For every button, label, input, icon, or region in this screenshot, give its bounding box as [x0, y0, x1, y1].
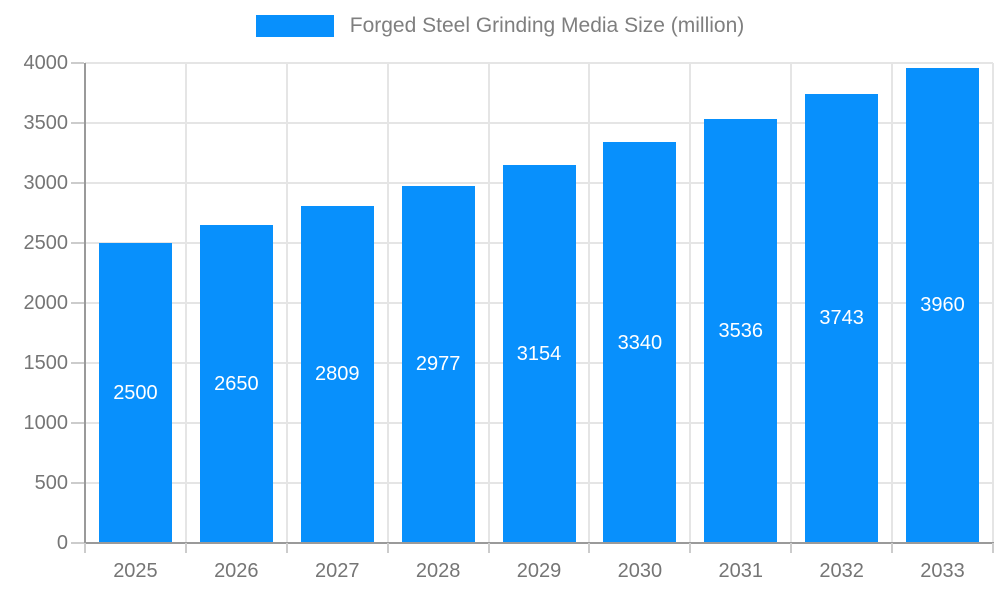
grid-line-vertical — [184, 63, 187, 543]
legend-swatch[interactable] — [255, 15, 334, 37]
y-tick-label: 0 — [56, 532, 68, 554]
y-tick-label: 500 — [34, 472, 68, 494]
bar-2031[interactable]: 3536 — [704, 118, 778, 543]
grid-line-vertical — [790, 63, 793, 543]
bar-2029[interactable]: 3154 — [502, 164, 576, 543]
bar-2030[interactable]: 3340 — [603, 142, 677, 543]
grid-line-vertical — [285, 63, 288, 543]
legend-label: Forged Steel Grinding Media Size (millio… — [349, 14, 745, 37]
grid-line-horizontal — [85, 62, 993, 64]
bar-value-label: 2650 — [214, 373, 259, 395]
grid-line-vertical — [588, 63, 591, 543]
x-axis-tick — [790, 543, 793, 553]
bar-2033[interactable]: 3960 — [906, 67, 980, 543]
bar-value-label: 2500 — [113, 382, 158, 404]
y-axis-tick — [71, 422, 84, 424]
grid-line-vertical — [386, 63, 389, 543]
bar-value-label: 3743 — [819, 307, 864, 330]
x-tick-label: 2030 — [617, 560, 663, 582]
y-tick-label: 1500 — [23, 352, 69, 374]
bar-value-label: 2809 — [314, 363, 360, 386]
x-axis-tick — [992, 543, 994, 553]
x-tick-label: 2028 — [415, 560, 461, 582]
bar-2032[interactable]: 3743 — [805, 93, 879, 543]
x-axis-line — [84, 542, 994, 544]
x-axis-tick — [386, 543, 389, 553]
grid-line-vertical — [689, 63, 692, 543]
y-axis-tick — [71, 362, 84, 364]
x-tick-label: 2027 — [314, 560, 360, 582]
x-tick-label: 2025 — [113, 560, 158, 582]
y-axis-tick — [71, 302, 84, 304]
y-tick-label: 4000 — [23, 52, 69, 74]
y-axis-tick — [71, 482, 84, 484]
bar-value-label: 3536 — [718, 319, 764, 342]
y-tick-label: 2500 — [23, 232, 69, 254]
x-axis-tick — [588, 543, 591, 553]
x-tick-label: 2033 — [920, 560, 965, 582]
bar-value-label: 3960 — [920, 294, 965, 317]
grid-line-vertical — [992, 63, 994, 543]
y-axis-line — [84, 63, 86, 545]
x-axis-tick — [891, 543, 894, 553]
legend[interactable]: Forged Steel Grinding Media Size (millio… — [0, 14, 1000, 38]
bar-2026[interactable]: 2650 — [199, 225, 273, 543]
y-axis-tick — [71, 62, 84, 64]
y-axis-tick — [71, 122, 84, 124]
y-tick-label: 1000 — [23, 412, 69, 434]
y-axis-tick — [71, 542, 84, 544]
bar-value-label: 3340 — [617, 331, 663, 354]
x-axis-tick — [285, 543, 288, 553]
x-axis-tick — [689, 543, 692, 553]
x-tick-label: 2029 — [516, 560, 562, 582]
grid-line-vertical — [891, 63, 894, 543]
x-tick-label: 2032 — [819, 560, 864, 582]
grid-line-horizontal — [85, 122, 993, 124]
x-axis-tick — [84, 543, 86, 553]
grid-line-vertical — [487, 63, 490, 543]
bar-2025[interactable]: 2500 — [98, 243, 172, 543]
bar-value-label: 3154 — [516, 342, 562, 365]
y-axis-tick — [71, 182, 84, 184]
y-tick-label: 3500 — [23, 112, 69, 134]
plot-area: 2500 2650 2809 2977 3154 3340 3536 3743 3960 — [85, 62, 994, 543]
y-axis-tick — [71, 242, 84, 244]
x-axis-tick — [184, 543, 187, 553]
y-tick-label: 3000 — [23, 172, 69, 194]
x-tick-label: 2026 — [214, 560, 259, 582]
bar-value-label: 2977 — [415, 353, 461, 376]
bar-2027[interactable]: 2809 — [300, 205, 374, 543]
y-tick-label: 2000 — [23, 292, 69, 314]
x-tick-label: 2031 — [718, 560, 764, 582]
bar-2028[interactable]: 2977 — [401, 185, 475, 543]
x-axis-tick — [487, 543, 490, 553]
